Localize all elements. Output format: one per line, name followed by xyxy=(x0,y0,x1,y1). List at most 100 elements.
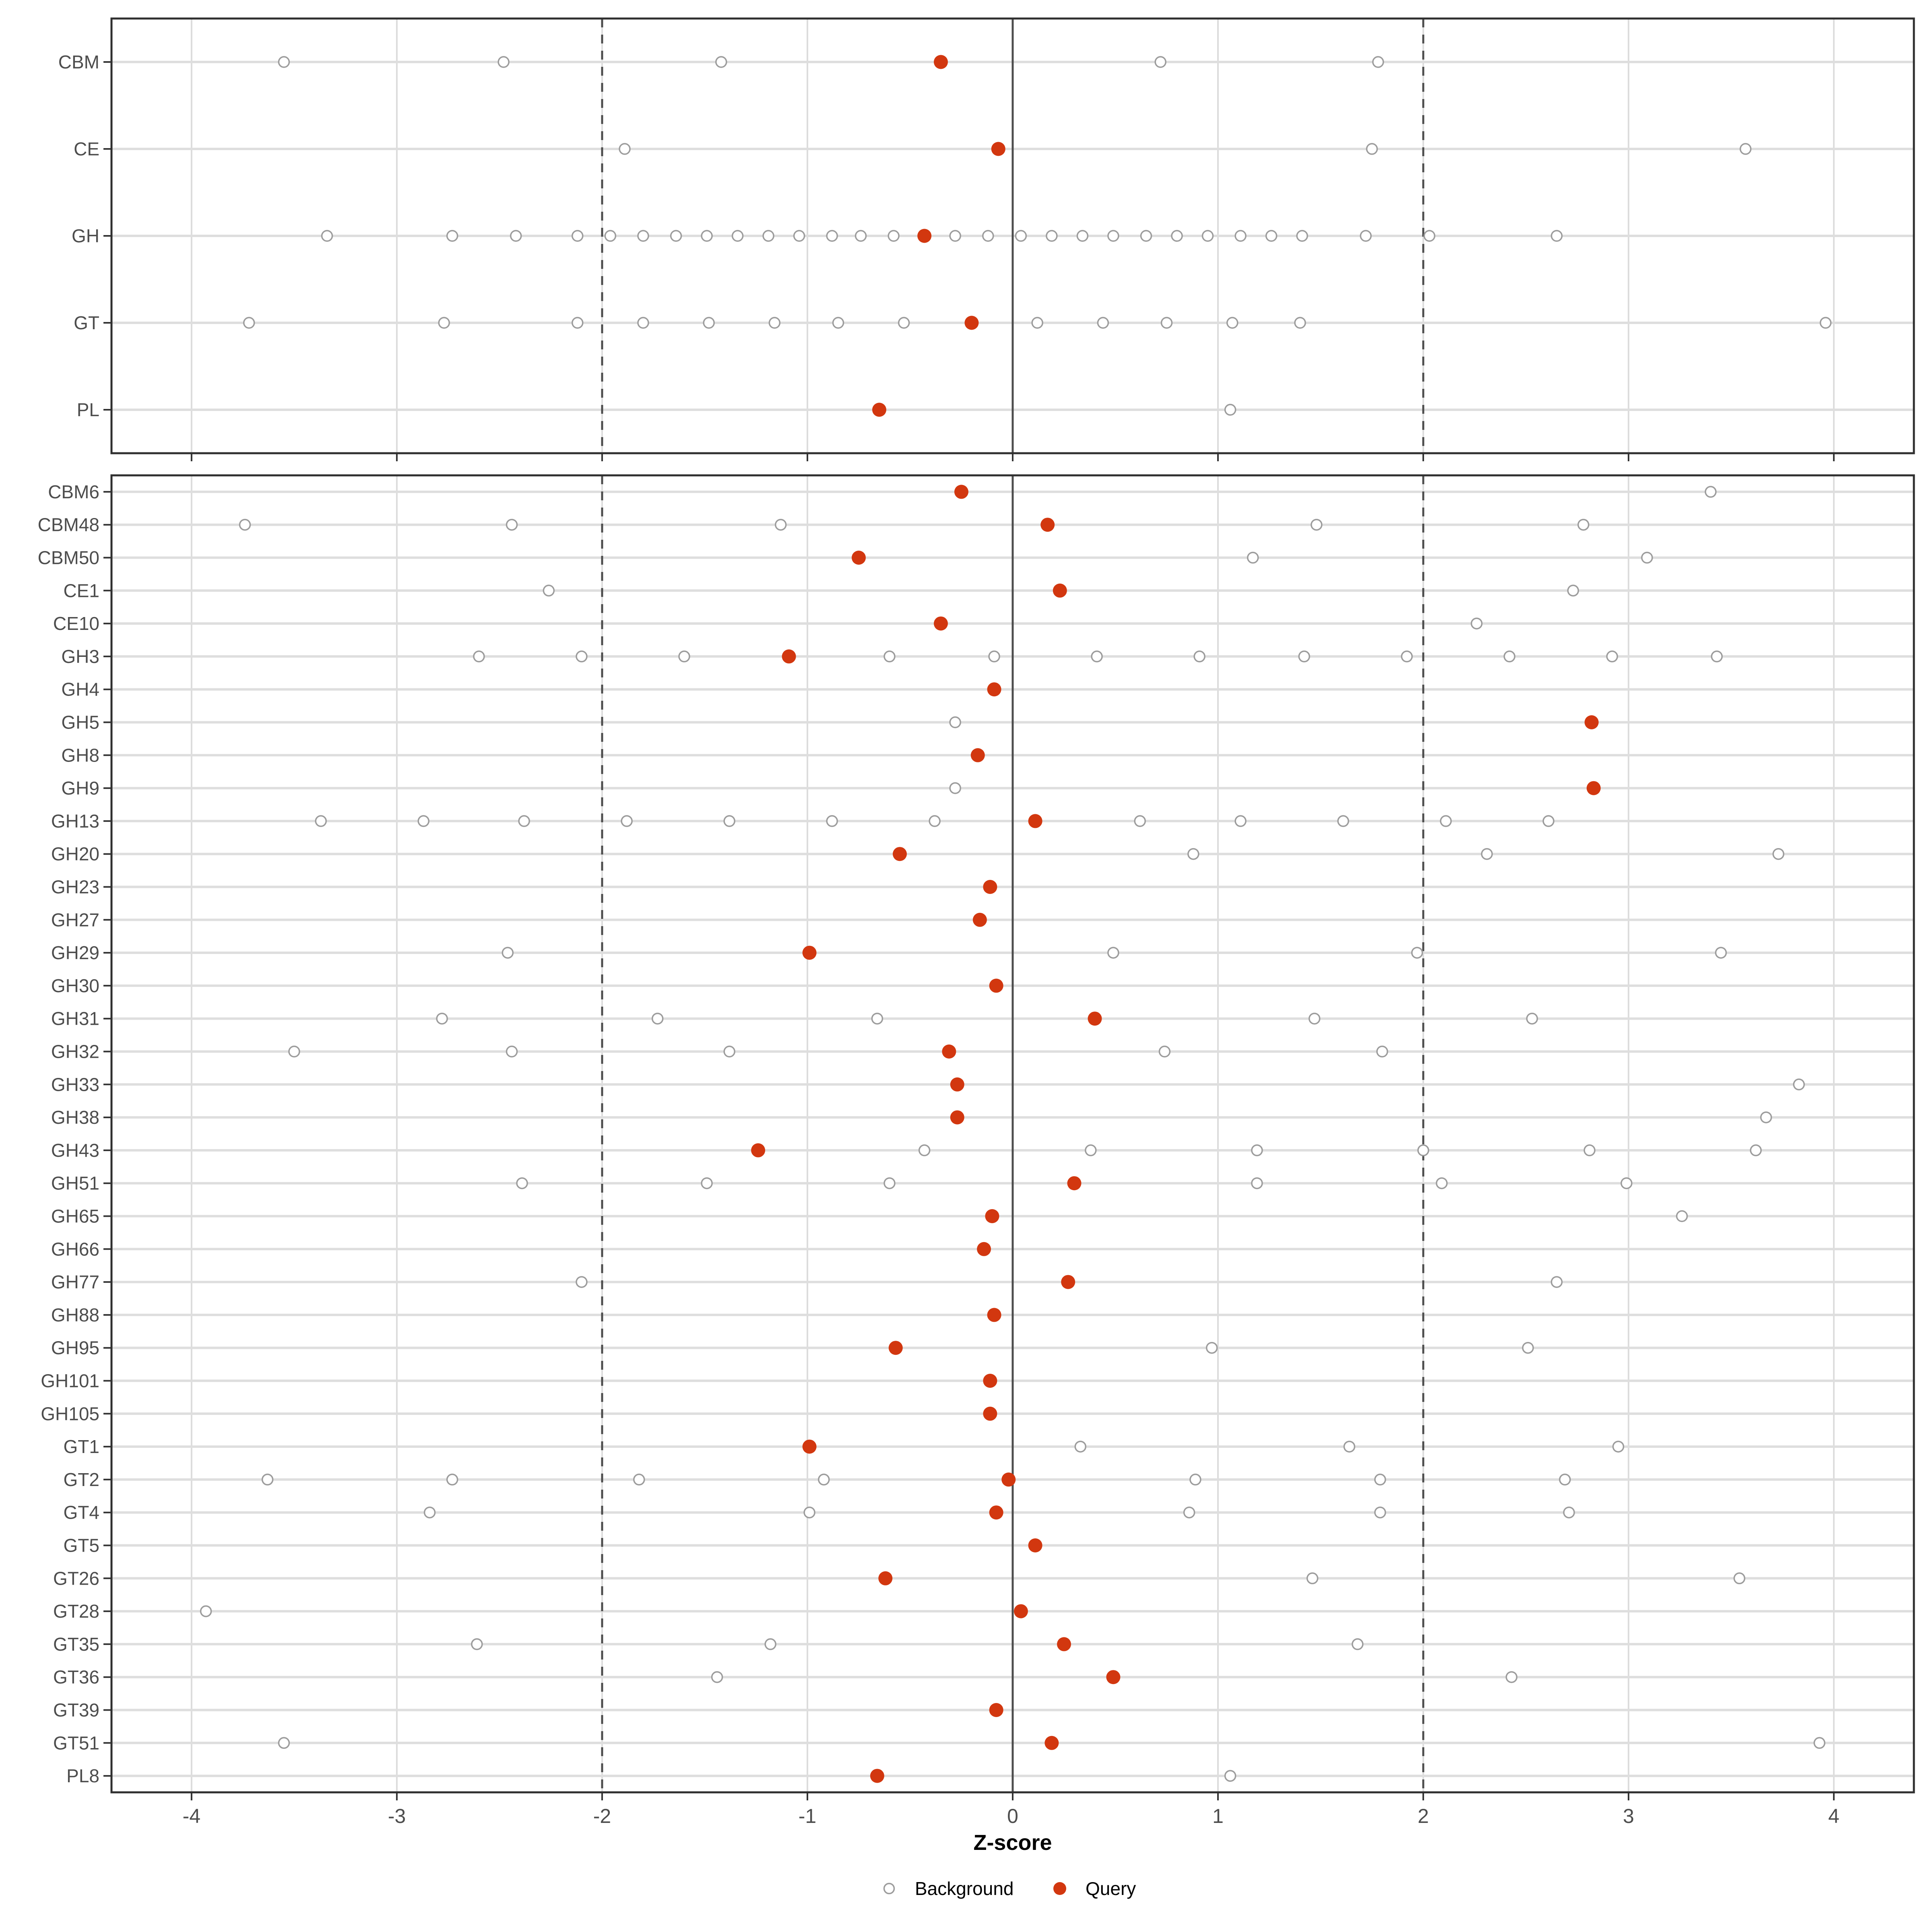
y-axis-label: GH105 xyxy=(41,1403,99,1424)
background-point xyxy=(701,1177,713,1189)
y-axis-label: GH29 xyxy=(51,942,99,963)
query-point xyxy=(977,1242,991,1256)
query-point xyxy=(1061,1275,1075,1289)
background-point xyxy=(1224,1770,1236,1782)
background-point xyxy=(929,815,941,827)
background-point xyxy=(1343,1441,1356,1453)
background-point xyxy=(762,230,774,242)
background-point xyxy=(1715,947,1727,959)
background-point xyxy=(1183,1506,1195,1519)
background-point xyxy=(576,1276,588,1288)
y-axis-label: GT39 xyxy=(53,1700,99,1721)
background-point xyxy=(1251,1177,1263,1189)
background-point xyxy=(1641,551,1653,564)
background-point xyxy=(818,1474,830,1486)
y-axis-label: GH65 xyxy=(51,1206,99,1227)
query-point xyxy=(983,880,997,894)
query-point xyxy=(782,649,796,664)
background-point xyxy=(1819,317,1832,329)
background-point xyxy=(1676,1210,1688,1222)
legend xyxy=(883,1882,1066,1895)
y-axis-label: GT2 xyxy=(64,1469,99,1490)
background-point xyxy=(471,1638,483,1650)
background-point xyxy=(619,143,631,155)
background-point xyxy=(1436,1177,1448,1189)
query-point xyxy=(942,1044,956,1059)
background-point xyxy=(1296,230,1308,242)
background-point xyxy=(898,317,910,329)
x-tick-label: -2 xyxy=(593,1805,611,1827)
query-point xyxy=(991,142,1005,156)
y-axis-label: CBM50 xyxy=(38,547,99,568)
y-axis-label: PL8 xyxy=(66,1765,99,1786)
x-tick-label: -4 xyxy=(183,1805,200,1827)
background-point xyxy=(200,1605,212,1617)
query-point xyxy=(933,55,948,69)
query-point xyxy=(1044,1736,1059,1750)
x-tick-label: 4 xyxy=(1828,1805,1839,1827)
x-tick-label: 0 xyxy=(1007,1805,1018,1827)
background-point xyxy=(1154,56,1166,68)
background-point xyxy=(1097,317,1109,329)
background-point xyxy=(1306,1572,1319,1585)
y-axis-label: GH13 xyxy=(51,811,99,832)
y-axis-label: GT35 xyxy=(53,1634,99,1655)
y-axis-label: GH66 xyxy=(51,1238,99,1259)
legend-query-label: Query xyxy=(1086,1878,1136,1899)
background-point xyxy=(1308,1012,1321,1025)
y-axis-label: GH77 xyxy=(51,1271,99,1292)
background-point xyxy=(855,230,867,242)
y-axis-label: GH30 xyxy=(51,975,99,996)
y-axis-label: CBM48 xyxy=(38,514,99,535)
query-point xyxy=(964,316,979,330)
x-axis-title: Z-score xyxy=(973,1831,1052,1855)
background-point xyxy=(1760,1111,1772,1123)
x-tick-label: -3 xyxy=(388,1805,406,1827)
x-tick-label: 1 xyxy=(1212,1805,1224,1827)
query-point xyxy=(933,616,948,631)
background-point xyxy=(261,1474,274,1486)
query-point xyxy=(987,682,1001,697)
background-point xyxy=(321,230,333,242)
background-point xyxy=(1813,1737,1826,1749)
background-point xyxy=(1015,230,1027,242)
query-point xyxy=(1088,1011,1102,1026)
background-point xyxy=(572,230,584,242)
background-point xyxy=(1440,815,1452,827)
background-point xyxy=(1417,1144,1429,1156)
background-point xyxy=(278,1737,290,1749)
query-point xyxy=(878,1571,893,1585)
y-axis-label: GH101 xyxy=(41,1371,99,1391)
background-point xyxy=(446,230,458,242)
background-point xyxy=(1372,56,1384,68)
x-tick-label: -1 xyxy=(799,1805,816,1827)
background-point xyxy=(1337,815,1349,827)
background-point xyxy=(1265,230,1278,242)
y-axis-label: CBM6 xyxy=(48,481,99,502)
background-point xyxy=(793,230,805,242)
panel-border xyxy=(110,474,1915,1794)
y-axis-label: GT4 xyxy=(64,1502,99,1523)
background-point xyxy=(678,650,690,663)
background-point xyxy=(1085,1144,1097,1156)
y-axis-label: GT26 xyxy=(53,1568,99,1589)
y-axis-label: CE xyxy=(74,138,99,159)
background-point xyxy=(1559,1474,1571,1486)
background-point xyxy=(1158,1045,1171,1058)
background-point xyxy=(918,1144,931,1156)
background-point xyxy=(506,1045,518,1058)
legend-query-marker xyxy=(1053,1882,1066,1895)
background-point xyxy=(1550,1276,1563,1288)
background-point xyxy=(883,650,896,663)
query-point xyxy=(1067,1176,1082,1191)
query-point xyxy=(954,485,968,499)
y-axis-label: CBM xyxy=(58,52,99,72)
background-point xyxy=(518,815,530,827)
background-point xyxy=(1550,230,1563,242)
background-point xyxy=(604,230,617,242)
query-point xyxy=(1053,583,1067,598)
y-axis-label: GH8 xyxy=(61,745,99,766)
query-point xyxy=(950,1110,964,1125)
y-axis-label: GH3 xyxy=(61,646,99,667)
background-point xyxy=(1503,650,1516,663)
